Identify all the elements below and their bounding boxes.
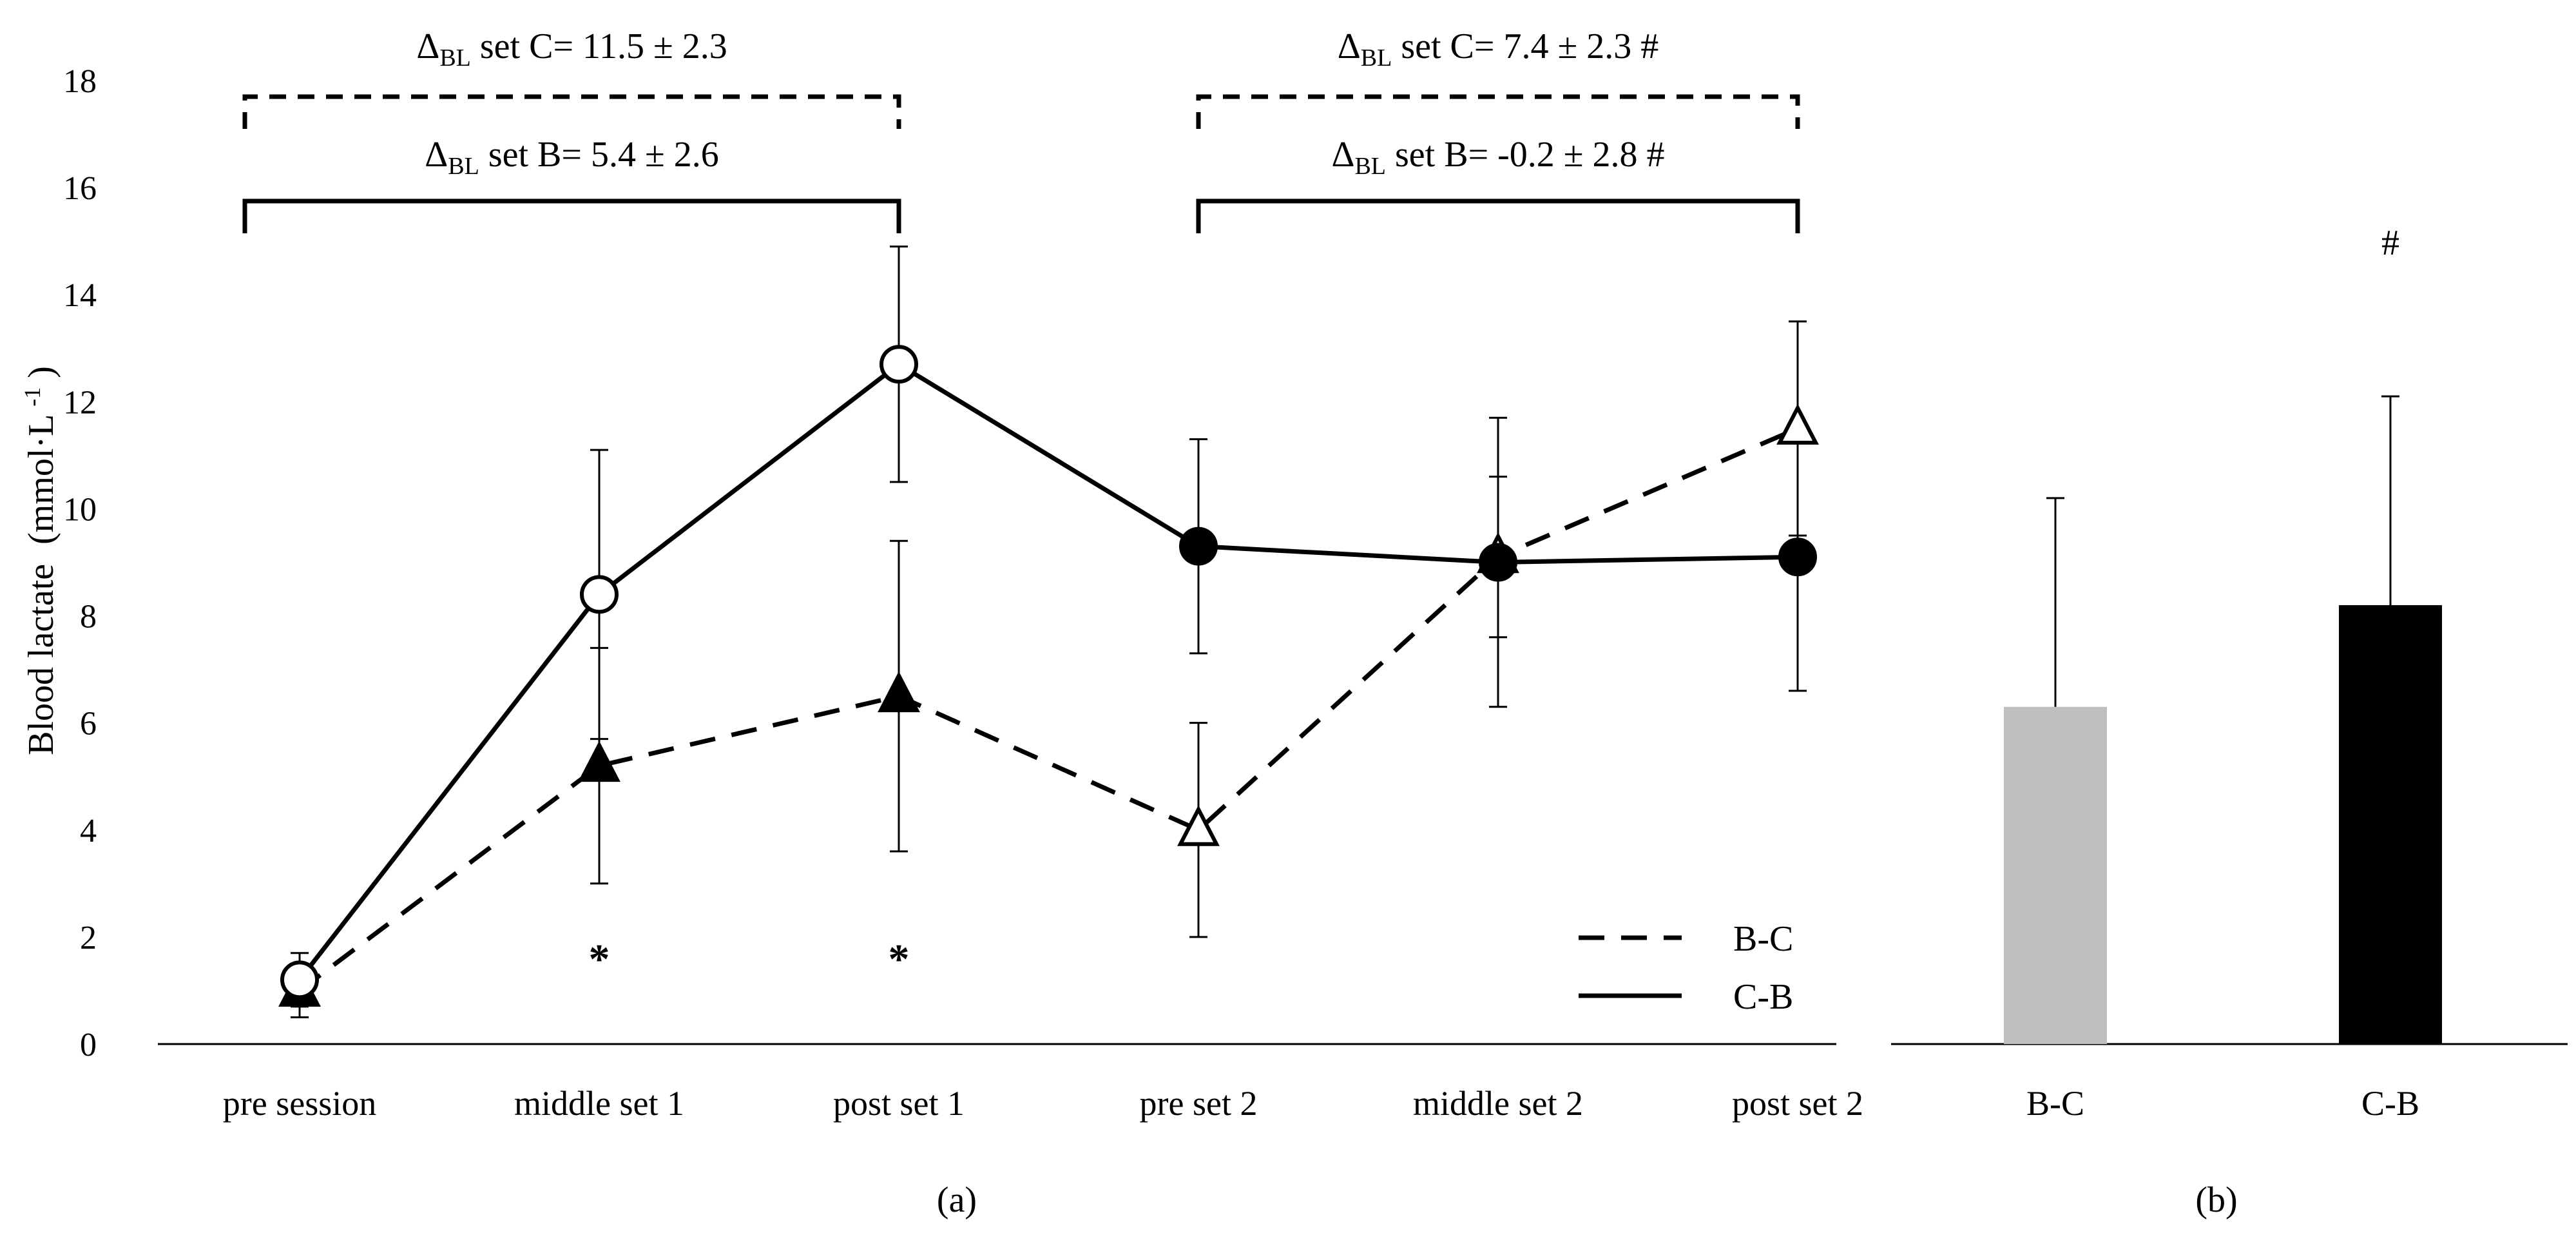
y-tick-label: 0 <box>80 1027 97 1063</box>
delta-text: set C= 7.4 ± 2.3 # <box>1392 26 1658 66</box>
y-tick-label: 8 <box>80 599 97 635</box>
legend-label: B-C <box>1733 919 1793 959</box>
delta-bracket-dashed: ΔBL set C= 11.5 ± 2.3 <box>242 26 901 129</box>
delta-symbol: Δ <box>1331 135 1354 175</box>
delta-symbol: Δ <box>416 26 439 66</box>
legend: B-C C-B <box>1579 919 1793 1017</box>
y-tick-label: 14 <box>63 277 97 314</box>
bar-B-C <box>2004 706 2107 1044</box>
delta-subscript: BL <box>448 153 479 180</box>
y-tick-label: 16 <box>63 170 97 207</box>
bars <box>2004 605 2442 1044</box>
delta-annotation: ΔBL set B= 5.4 ± 2.6 <box>425 135 718 180</box>
bar-categories: B-C C-B <box>2026 1084 2419 1123</box>
bar-C-B <box>2339 605 2442 1044</box>
bracket-line <box>242 94 901 129</box>
bar-category-label: B-C <box>2026 1084 2084 1123</box>
data-point-B-C <box>1776 403 1819 445</box>
x-category-label: post set 1 <box>833 1084 965 1123</box>
bar-significance-markers: # <box>2381 223 2399 263</box>
data-point-B-C <box>578 741 620 782</box>
bar-error-bar <box>2381 395 2399 605</box>
series-markers <box>278 345 1819 1007</box>
data-point-C-B <box>1479 543 1517 582</box>
y-tick-label: 10 <box>63 491 97 528</box>
y-tick-label: 4 <box>80 813 97 849</box>
legend-item-C-B: C-B <box>1579 977 1793 1017</box>
x-category-label: pre set 2 <box>1140 1084 1258 1123</box>
x-category-label: post set 2 <box>1732 1084 1863 1123</box>
y-axis-unit-exponent: -1 <box>19 387 45 407</box>
data-point-B-C <box>1177 805 1220 846</box>
series-lines <box>298 361 1799 992</box>
data-point-C-B <box>1179 527 1218 566</box>
delta-annotation: ΔBL set C= 11.5 ± 2.3 <box>416 26 727 72</box>
bracket-line <box>242 198 901 233</box>
panel-b-label: (b) <box>2195 1180 2237 1220</box>
delta-bracket-dashed: ΔBL set C= 7.4 ± 2.3 # <box>1196 26 1800 129</box>
series-line-B-C <box>298 426 1799 992</box>
x-category-label: middle set 2 <box>1413 1084 1583 1123</box>
delta-annotation: ΔBL set B= -0.2 ± 2.8 # <box>1331 135 1664 180</box>
delta-subscript: BL <box>439 44 471 72</box>
delta-symbol: Δ <box>1338 26 1361 66</box>
data-point-C-B <box>1778 537 1817 577</box>
data-point-B-C <box>878 671 920 713</box>
delta-bracket-solid: ΔBL set B= -0.2 ± 2.8 # <box>1196 135 1800 233</box>
delta-text: set C= 11.5 ± 2.3 <box>471 26 727 66</box>
bar-category-label: C-B <box>2361 1084 2419 1123</box>
y-axis-label-text: Blood lactate <box>21 564 61 755</box>
delta-bracket-solid: ΔBL set B= 5.4 ± 2.6 <box>242 135 901 233</box>
y-tick-label: 12 <box>63 384 97 421</box>
delta-annotation: ΔBL set C= 7.4 ± 2.3 # <box>1338 26 1658 72</box>
delta-subscript: BL <box>1361 44 1392 72</box>
y-tick-label: 6 <box>80 706 97 742</box>
series-line-C-B <box>298 361 1798 982</box>
legend-item-B-C: B-C <box>1579 919 1793 959</box>
data-point-C-B <box>580 575 619 614</box>
y-axis-ticks: 0 2 4 6 8 10 12 14 16 18 <box>63 63 97 1063</box>
significance-asterisk: * <box>589 936 610 983</box>
bar-error-bars <box>2046 395 2399 707</box>
delta-symbol: Δ <box>425 135 448 175</box>
bracket-line <box>1196 94 1800 129</box>
panel-b-bar-chart: B-C C-B # (b) <box>1891 223 2568 1220</box>
y-tick-label: 2 <box>80 920 97 956</box>
significance-markers: * * <box>589 936 910 983</box>
legend-label: C-B <box>1733 977 1793 1017</box>
significance-asterisk: * <box>889 936 910 983</box>
delta-text: set B= 5.4 ± 2.6 <box>479 135 719 175</box>
y-axis-unit-close: ) <box>21 366 61 378</box>
delta-text: set B= -0.2 ± 2.8 # <box>1386 135 1665 175</box>
data-point-C-B <box>879 345 918 384</box>
x-category-label: middle set 1 <box>514 1084 684 1123</box>
data-point-C-B <box>280 960 319 1000</box>
x-axis-categories: pre session middle set 1 post set 1 pre set… <box>223 1084 1863 1123</box>
bar-error-bar <box>2046 497 2064 707</box>
y-tick-label: 18 <box>63 63 97 100</box>
x-category-label: pre session <box>223 1084 376 1123</box>
panel-a-label: (a) <box>937 1180 977 1220</box>
bar-significance-hash: # <box>2381 223 2399 263</box>
y-axis-label: Blood lactate (mmol·L -1 ) <box>19 366 61 755</box>
bracket-line <box>1196 198 1800 233</box>
y-axis-unit: (mmol·L <box>21 416 61 545</box>
error-bars <box>291 245 1807 1018</box>
delta-subscript: BL <box>1354 153 1386 180</box>
